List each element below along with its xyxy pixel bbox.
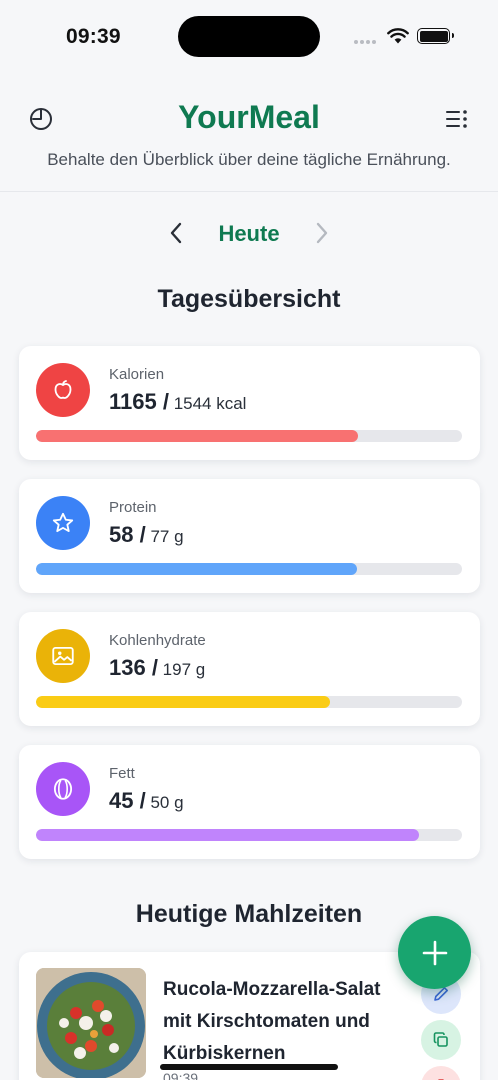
wifi-icon (387, 28, 409, 44)
carbs-badge (36, 629, 90, 683)
meal-photo (36, 968, 146, 1078)
progress-bar (36, 430, 358, 442)
nutrient-label: Kohlenhydrate (109, 632, 206, 649)
app-title: YourMeal (178, 99, 320, 135)
nutrient-label: Kalorien (109, 366, 165, 383)
progress-bar (36, 696, 330, 708)
add-meal-button[interactable] (398, 916, 471, 989)
app-subtitle: Behalte den Überblick über deine täglich… (47, 150, 451, 169)
calories-badge (36, 363, 90, 417)
date-navigation: Heute (0, 216, 498, 252)
apple-icon (54, 380, 72, 399)
nutrient-card-carbs[interactable]: Kohlenhydrate 136 / 197 g (19, 612, 480, 726)
nutrient-target: 77 g (150, 527, 184, 546)
menu-list-icon[interactable] (444, 106, 470, 132)
progress-bar (36, 829, 420, 841)
chevron-right-icon[interactable] (308, 220, 334, 246)
meal-name: Rucola-Mozzarella-Salat mit Kirschtomate… (163, 979, 381, 1064)
oval-icon (53, 778, 73, 800)
protein-badge (36, 496, 90, 550)
overview-title: Tagesübersicht (157, 285, 341, 313)
nutrient-value: 136 / 197 g (109, 655, 205, 681)
delete-button[interactable] (421, 1066, 461, 1080)
nutrient-card-calories[interactable]: Kalorien 1165 / 1544 kcal (19, 346, 480, 460)
pencil-icon (434, 987, 448, 1001)
progress-bar (36, 563, 357, 575)
nutrient-label: Protein (109, 499, 157, 516)
nutrient-card-protein[interactable]: Protein 58 / 77 g (19, 479, 480, 593)
plus-icon (422, 940, 447, 965)
nutrient-value: 1165 / 1544 kcal (109, 389, 246, 415)
progress-track (36, 829, 462, 841)
nutrient-card-fat[interactable]: Fett 45 / 50 g (19, 745, 480, 859)
nutrient-current: 58 / (109, 522, 146, 547)
duplicate-button[interactable] (421, 1020, 461, 1060)
star-icon (52, 512, 74, 533)
nutrient-current: 45 / (109, 788, 146, 813)
copy-icon (433, 1032, 448, 1047)
nutrient-current: 136 / (109, 655, 158, 680)
dynamic-island (178, 16, 320, 57)
app-header: YourMeal Behalte den Überblick über dein… (0, 72, 498, 192)
current-day-label: Heute (218, 221, 280, 246)
progress-track (36, 696, 462, 708)
battery-icon (417, 28, 454, 44)
nutrient-value: 45 / 50 g (109, 788, 184, 814)
nutrient-target: 197 g (162, 660, 206, 679)
status-time: 09:39 (66, 25, 121, 48)
nutrient-current: 1165 / (109, 389, 169, 414)
history-clock-icon[interactable] (28, 106, 54, 132)
fat-badge (36, 762, 90, 816)
nutrient-target: 50 g (150, 793, 184, 812)
home-indicator[interactable] (160, 1064, 338, 1070)
image-icon (52, 646, 74, 666)
nutrient-value: 58 / 77 g (109, 522, 184, 548)
nutrient-target: 1544 kcal (173, 394, 247, 413)
meal-time: 09:39 (163, 1070, 199, 1080)
progress-track (36, 563, 462, 575)
meals-title: Heutige Mahlzeiten (135, 900, 363, 928)
status-bar: 09:39 (0, 0, 498, 72)
nutrient-label: Fett (109, 765, 135, 782)
cellular-signal-icon (354, 40, 378, 44)
meal-card[interactable]: Rucola-Mozzarella-Salat mit Kirschtomate… (19, 952, 480, 1080)
chevron-left-icon[interactable] (164, 220, 190, 246)
progress-track (36, 430, 462, 442)
